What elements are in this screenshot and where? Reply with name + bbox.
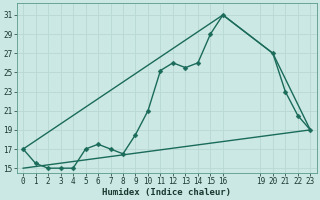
X-axis label: Humidex (Indice chaleur): Humidex (Indice chaleur): [102, 188, 231, 197]
